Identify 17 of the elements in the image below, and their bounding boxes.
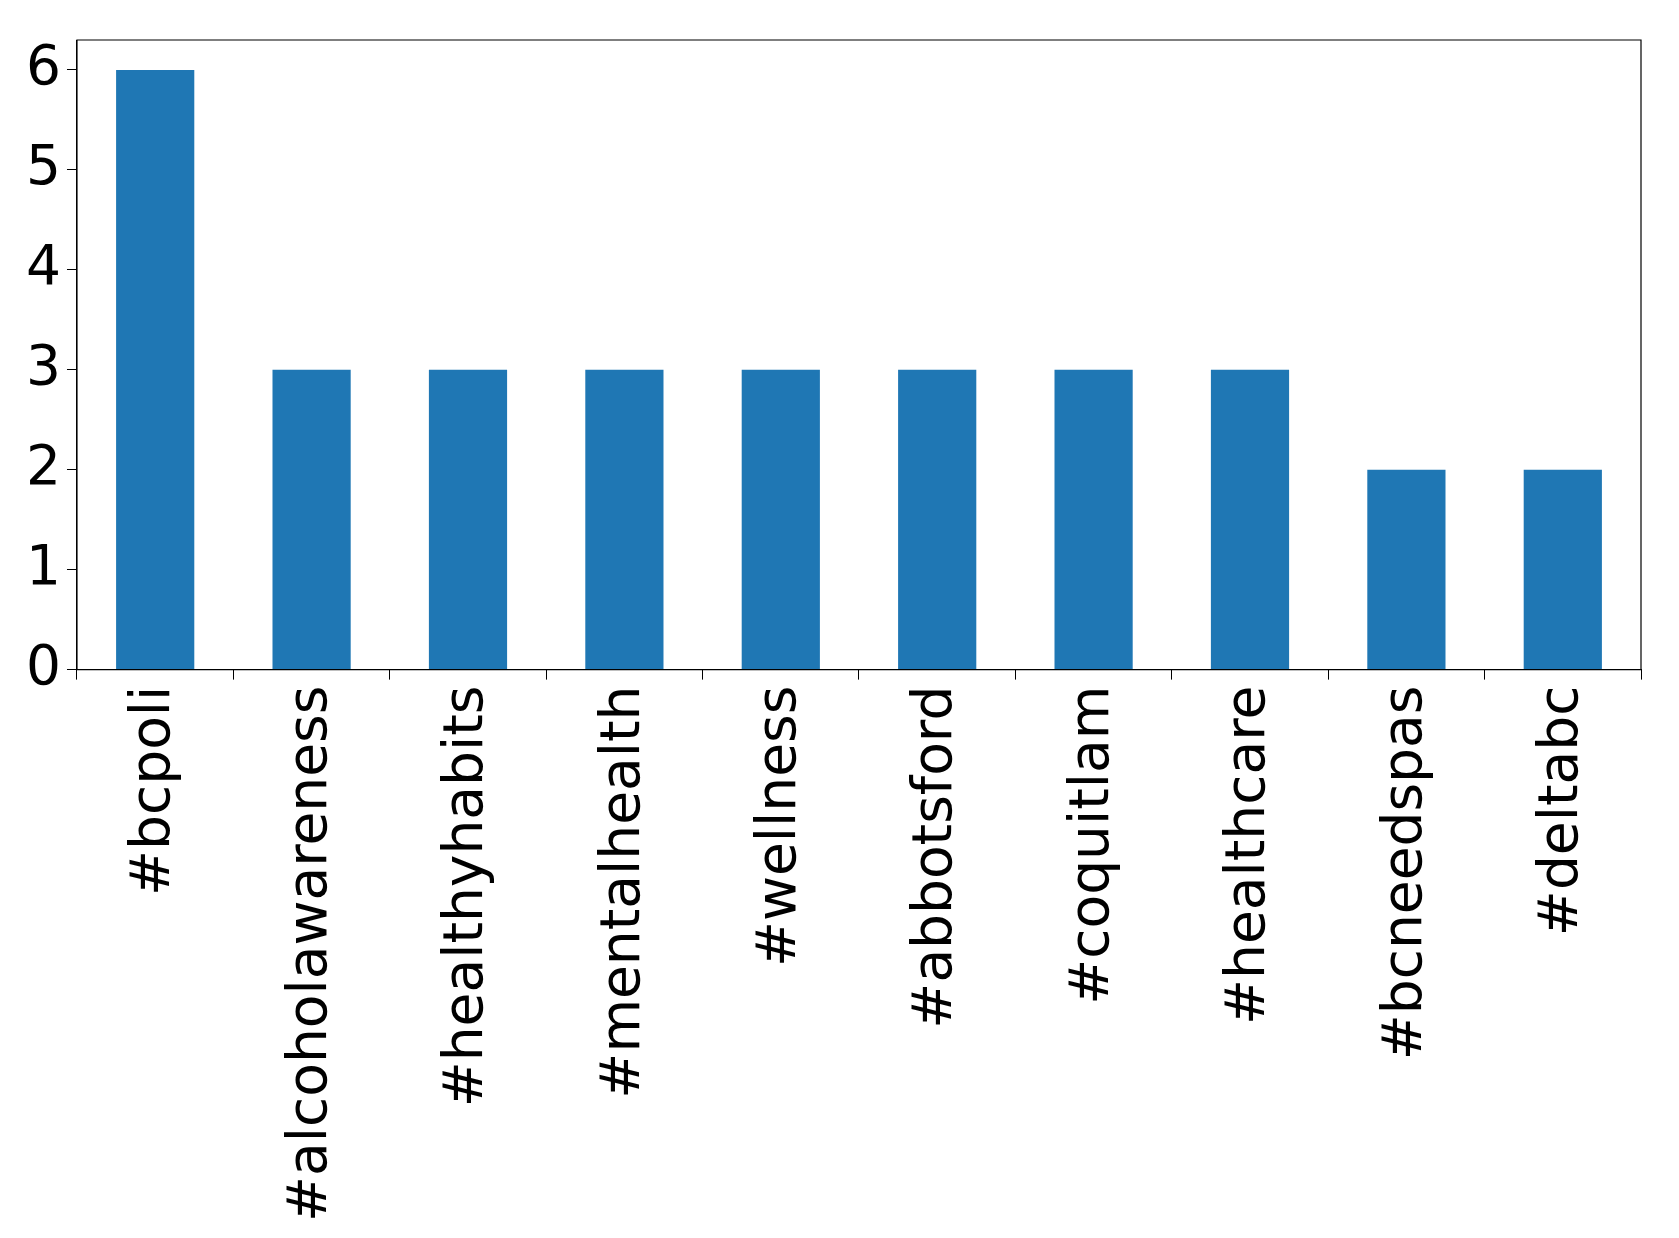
x-tick-label: #bcpoli bbox=[118, 685, 183, 896]
y-tick-label: 4 bbox=[25, 233, 61, 298]
y-tick-label: 2 bbox=[25, 433, 61, 498]
y-tick-label: 3 bbox=[25, 333, 61, 398]
x-tick-label: #healthcare bbox=[1213, 685, 1278, 1025]
y-tick-label: 5 bbox=[25, 133, 61, 198]
x-tick-label: #healthyhabits bbox=[431, 685, 496, 1108]
x-tick-label: #abbotsford bbox=[900, 685, 965, 1029]
y-tick-label: 1 bbox=[25, 532, 61, 597]
x-tick-label: #coquitlam bbox=[1056, 685, 1121, 1005]
x-tick-label: #mentalhealth bbox=[587, 685, 652, 1099]
x-tick-label: #bcneedspas bbox=[1369, 685, 1434, 1061]
y-tick-label: 6 bbox=[25, 33, 61, 98]
x-tick-label: #wellness bbox=[744, 685, 809, 968]
x-tick-label: #deltabc bbox=[1526, 685, 1591, 937]
y-tick-label: 0 bbox=[25, 632, 61, 697]
x-tick-label: #alcoholawareness bbox=[274, 685, 339, 1223]
